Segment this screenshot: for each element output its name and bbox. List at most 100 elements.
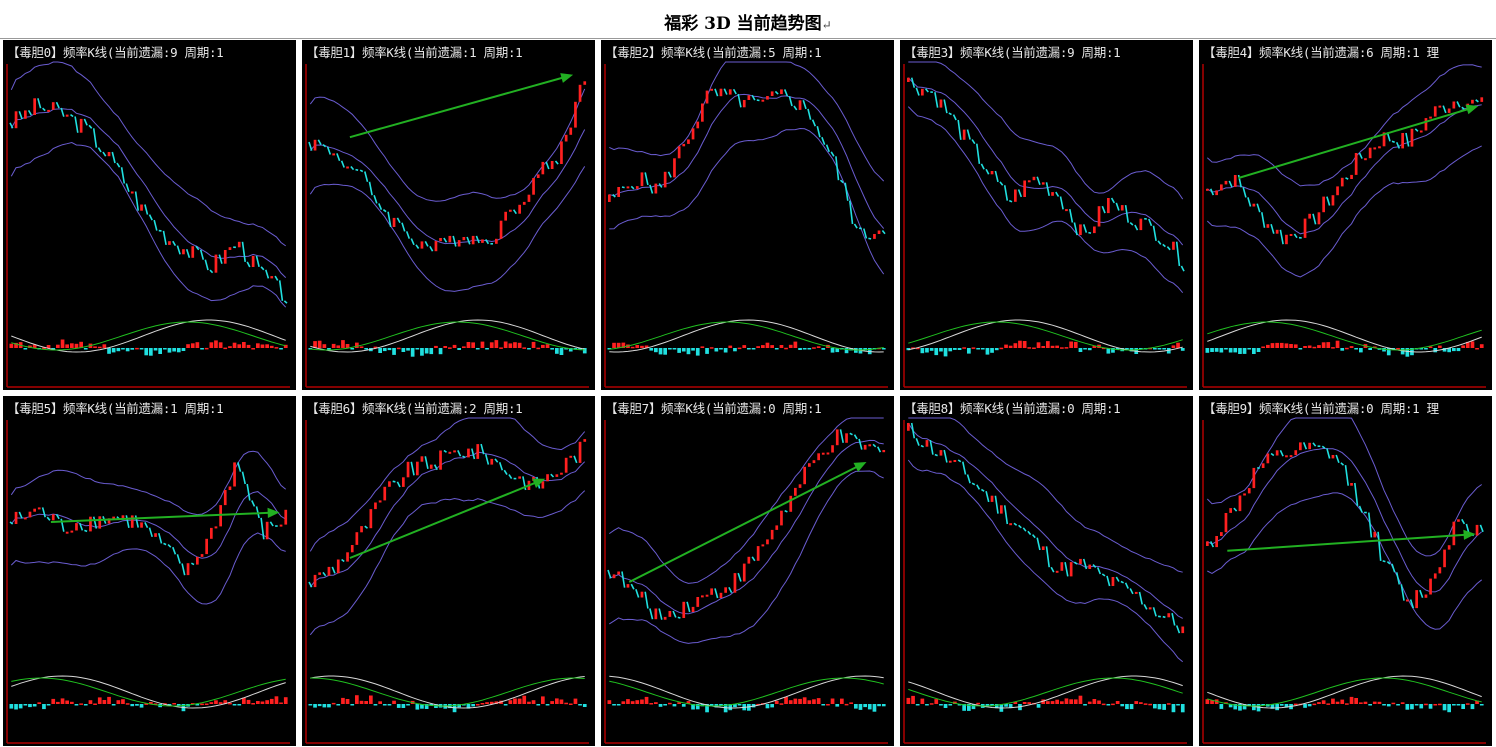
candle-up [696, 597, 700, 607]
candle-down [1036, 176, 1041, 185]
macd-bar [406, 704, 410, 706]
bollinger-lower [1206, 145, 1482, 278]
candle-down [1377, 531, 1382, 561]
macd-bar [139, 704, 144, 708]
candle-down [111, 151, 116, 164]
candle-down [176, 245, 181, 255]
candle-down [677, 616, 681, 619]
macd-line-dif [1207, 319, 1482, 353]
macd-bar [392, 348, 396, 355]
macd-line-dea [1207, 677, 1482, 707]
macd-bar [1419, 348, 1424, 350]
candle-down [948, 112, 952, 116]
candle-down [1045, 182, 1050, 196]
candle-up [766, 96, 769, 100]
candle-up [509, 209, 512, 212]
macd-bar [457, 348, 461, 350]
macd-bar [840, 698, 844, 704]
macd-bar [756, 346, 760, 348]
macd-bar [1078, 695, 1083, 704]
macd-line-dif [310, 319, 585, 353]
candle-down [1175, 241, 1181, 267]
macd-bar [283, 344, 288, 348]
candle-down [1152, 225, 1157, 242]
macd-bar [770, 345, 774, 348]
candle-up [1429, 578, 1432, 595]
macd-bar [401, 704, 406, 708]
macd-bar [779, 703, 784, 705]
macd-bar [948, 348, 953, 352]
macd-bar [1115, 701, 1120, 704]
candle-up [817, 453, 820, 461]
macd-bar [976, 702, 980, 705]
candle-up [1014, 189, 1017, 202]
macd-bar [382, 348, 387, 352]
candle-up [907, 77, 910, 82]
macd-bar [531, 700, 536, 704]
candle-down [1106, 575, 1111, 587]
candle-up [612, 574, 616, 579]
candle-down [1382, 560, 1386, 563]
candle-up [1000, 505, 1003, 514]
candle-up [1378, 146, 1381, 149]
macd-bar [812, 699, 816, 704]
macd-bar [1447, 348, 1451, 353]
candle-up [1415, 590, 1418, 609]
candle-down [415, 244, 420, 249]
macd-bar [774, 700, 779, 704]
candle-up [990, 171, 994, 175]
macd-bar [915, 347, 920, 350]
candle-up [65, 114, 69, 117]
macd-bar [737, 704, 742, 706]
macd-bar [60, 339, 65, 348]
candle-down [158, 532, 163, 544]
candle-up [1433, 573, 1437, 579]
macd-bar [756, 703, 760, 706]
candle-up [1266, 453, 1270, 464]
candle-up [574, 101, 577, 128]
candle-up [186, 563, 190, 576]
macd-bar [111, 704, 116, 706]
candle-up [626, 584, 630, 588]
macd-bar [1022, 341, 1027, 348]
bollinger-upper [1206, 64, 1482, 187]
candle-down [1082, 224, 1088, 233]
candle-up [504, 211, 507, 221]
macd-bar [573, 698, 578, 704]
macd-bar [51, 348, 56, 350]
macd-bar [830, 698, 835, 704]
candle-up [719, 88, 723, 97]
bollinger-lower [907, 106, 1184, 294]
candle-down [825, 144, 830, 153]
candle-up [388, 481, 391, 487]
candle-down [1073, 561, 1078, 565]
trend-arrow-line [50, 511, 270, 523]
candle-down [269, 521, 274, 527]
macd-bar [149, 702, 153, 704]
chart-panel-1: 【毒胆1】频率K线(当前遗漏:1 周期:1 [302, 40, 595, 390]
macd-bar [695, 704, 700, 710]
macd-bar [457, 704, 461, 708]
macd-bar [74, 704, 79, 706]
macd-line-dif [1207, 675, 1482, 709]
candle-up [1060, 562, 1064, 571]
candle-up [1354, 153, 1358, 175]
candle-up [453, 450, 456, 453]
candle-down [1247, 197, 1252, 207]
macd-bar [1125, 704, 1129, 710]
candle-up [677, 146, 681, 159]
chart-svg-0 [6, 61, 290, 388]
candle-down [102, 151, 107, 157]
candle-up [1350, 483, 1353, 486]
macd-bar [480, 341, 485, 348]
candle-down [1344, 464, 1349, 486]
candle-up [635, 186, 639, 189]
macd-bar [341, 697, 345, 704]
macd-bar [200, 348, 204, 350]
candle-down [1228, 180, 1233, 188]
chart-svg-4 [1202, 64, 1486, 388]
macd-bar [121, 699, 125, 704]
candle-down [1017, 189, 1023, 198]
candle-up [1134, 591, 1138, 594]
macd-bar [1275, 342, 1279, 348]
